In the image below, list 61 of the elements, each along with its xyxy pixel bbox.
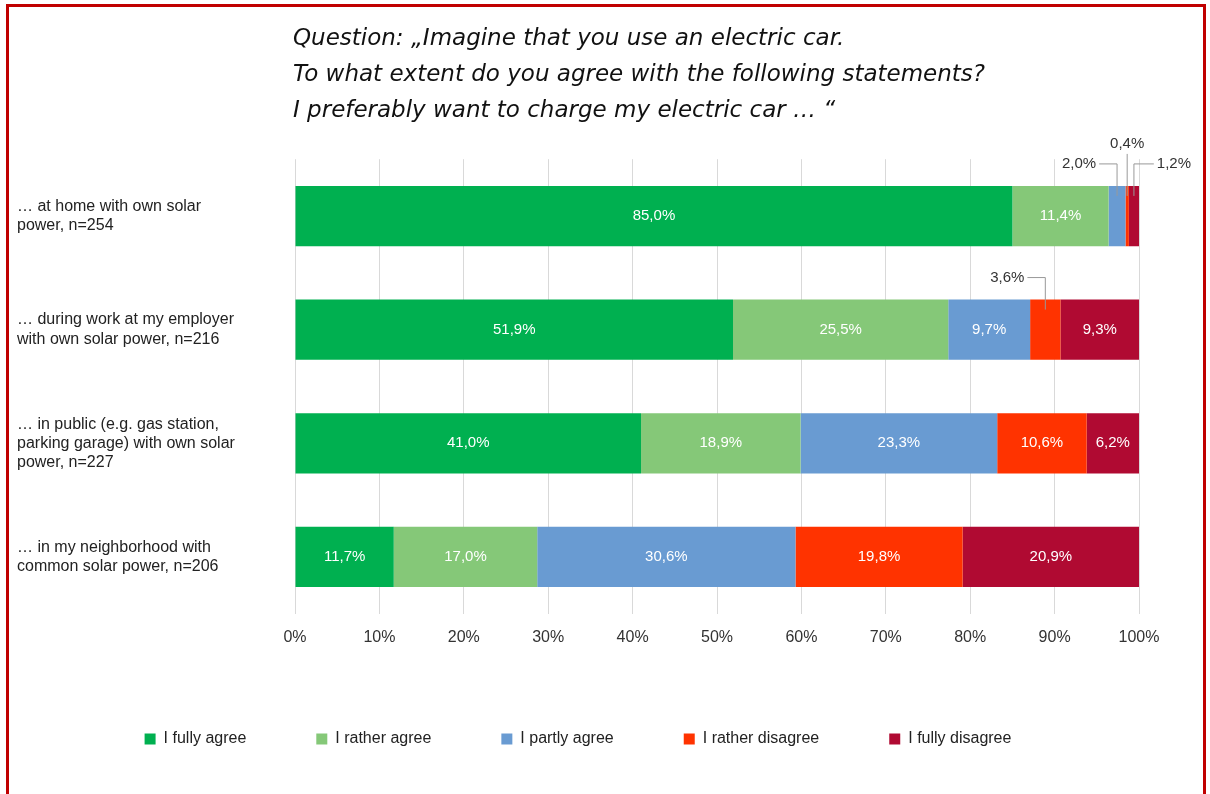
bar [537,526,796,588]
y-tick-label: … in public (e.g. gas station, parking garage) with own solar power, n=227 [17,414,236,470]
bar [1060,299,1139,360]
legend-label: I rather agree [335,729,432,747]
bar [1108,185,1126,247]
data-label: 11,4% [1039,206,1082,224]
data-label: 51,9% [492,319,536,337]
data-label: 1,2% [1156,154,1192,172]
x-tick-label: 0% [283,627,307,645]
data-label: 85,0% [632,206,676,224]
data-label: 17,0% [444,547,487,565]
data-label: 19,8% [857,547,901,565]
y-tick-label: … during work at my employer with own solar power, n=216 [16,310,235,347]
bar [795,526,963,588]
data-label: 20,9% [1029,547,1073,565]
bar [733,299,949,360]
data-label: 10,6% [1020,433,1064,451]
x-tick-label: 50% [700,627,734,645]
bar [295,299,734,360]
x-tick-label: 30% [532,627,565,645]
x-tick-label: 60% [785,627,818,645]
bar [393,526,538,588]
bar [295,526,394,588]
data-label: 9,7% [972,319,1007,337]
bar [1030,299,1061,360]
data-label: 6,2% [1095,433,1130,451]
x-tick-label: 70% [869,627,902,645]
data-label: 23,3% [877,433,921,451]
x-tick-label: 20% [447,627,480,645]
data-label: 25,5% [819,319,862,337]
y-tick-label: … in my neighborhood with common solar power, n=206 [17,537,219,574]
bar [1012,185,1109,247]
bar [295,185,1013,247]
legend-label: I rather disagree [702,729,820,747]
legend-label: I partly agree [520,729,614,747]
chart-title: Question: „Imagine that you use an electric car. To what extent do you agree with the following statements? I preferably want to charge my electric car … “ [293,23,986,124]
bar [641,413,801,474]
bar [295,413,642,474]
y-tick-label: … at home with own solar power, n=254 [17,196,202,234]
x-tick-label: 10% [363,627,396,645]
bar [1125,185,1129,247]
x-tick-label: 100% [1118,627,1160,645]
data-label: 41,0% [447,433,490,451]
bar [1128,185,1139,247]
bar [1086,413,1139,474]
x-tick-label: 40% [616,627,649,645]
bar [800,413,998,474]
data-label: 11,7% [323,547,366,565]
data-label: 9,3% [1082,319,1117,337]
bar [948,299,1031,360]
legend-label: I fully agree [163,729,247,747]
bar [997,413,1087,474]
x-tick-label: 90% [1038,627,1071,645]
bar [962,526,1139,588]
data-label: 3,6% [990,267,1025,285]
x-tick-label: 80% [954,627,987,645]
data-label: 18,9% [699,433,743,451]
data-label: 0,4% [1110,134,1145,152]
data-label: 2,0% [1061,154,1097,172]
legend-label: I fully disagree [908,729,1012,747]
data-label: 30,6% [645,547,688,565]
